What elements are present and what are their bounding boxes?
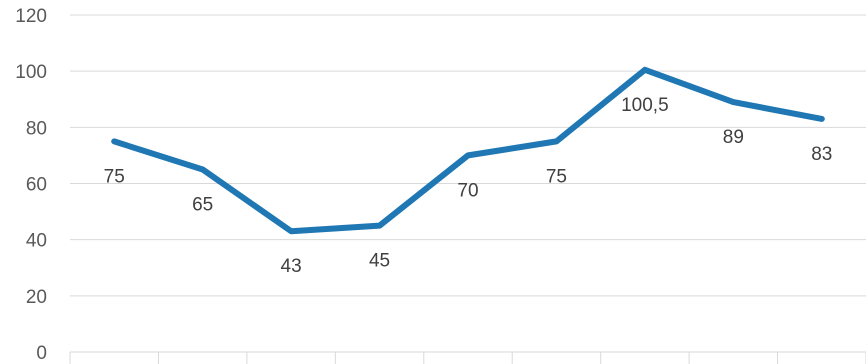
y-tick-label: 80 bbox=[26, 118, 47, 139]
y-tick-label: 40 bbox=[26, 231, 47, 252]
data-labels: 75 65 43 45 70 75 100,5 89 83 bbox=[104, 95, 833, 277]
data-label: 43 bbox=[281, 256, 302, 277]
series-line bbox=[111, 66, 825, 235]
y-tick-label: 100 bbox=[15, 62, 47, 83]
series-line-path bbox=[111, 66, 825, 235]
y-tick-label: 20 bbox=[26, 287, 47, 308]
data-label: 75 bbox=[546, 166, 567, 187]
data-label: 65 bbox=[192, 194, 213, 215]
data-label: 83 bbox=[811, 144, 832, 165]
y-tick-label: 0 bbox=[36, 343, 47, 364]
data-label: 70 bbox=[457, 180, 478, 201]
gridlines bbox=[70, 14, 866, 297]
data-label: 100,5 bbox=[621, 95, 669, 116]
data-label: 75 bbox=[104, 166, 125, 187]
x-axis-category-ticks bbox=[69, 352, 866, 364]
data-label: 45 bbox=[369, 251, 390, 272]
y-axis: 0 20 40 60 80 100 120 bbox=[15, 6, 866, 364]
y-tick-label: 120 bbox=[15, 6, 47, 27]
y-tick-label: 60 bbox=[26, 175, 47, 196]
data-label: 89 bbox=[723, 127, 744, 148]
